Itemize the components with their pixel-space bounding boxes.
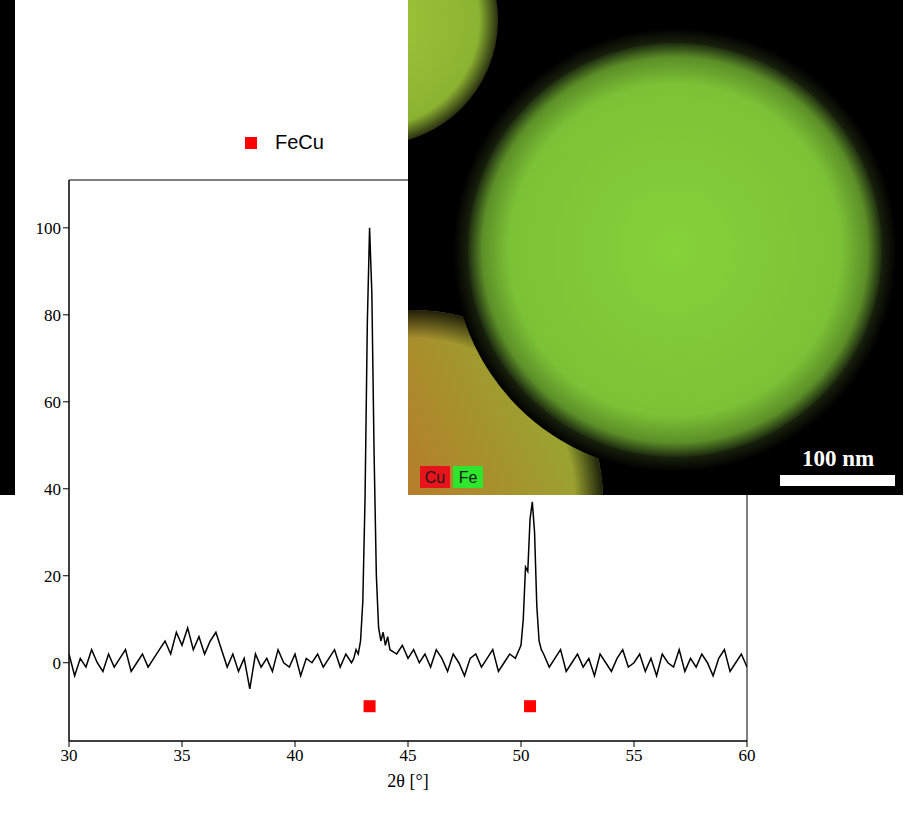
svg-text:100 nm: 100 nm <box>802 446 874 471</box>
html-text:FeCu: FeCu <box>275 131 324 153</box>
svg-text:0: 0 <box>53 654 62 673</box>
svg-text:50: 50 <box>513 746 530 765</box>
svg-text:2θ [°]: 2θ [°] <box>387 771 428 791</box>
svg-text:30: 30 <box>61 746 78 765</box>
svg-text:40: 40 <box>44 480 61 499</box>
svg-text:Cu: Cu <box>425 469 445 486</box>
svg-text:35: 35 <box>174 746 191 765</box>
svg-text:40: 40 <box>287 746 304 765</box>
svg-text:80: 80 <box>44 306 61 325</box>
svg-text:45: 45 <box>400 746 417 765</box>
svg-text:20: 20 <box>44 567 61 586</box>
svg-text:Fe: Fe <box>459 469 478 486</box>
svg-text:60: 60 <box>44 393 61 412</box>
svg-text:60: 60 <box>739 746 756 765</box>
svg-text:100: 100 <box>36 219 62 238</box>
svg-text:55: 55 <box>626 746 643 765</box>
